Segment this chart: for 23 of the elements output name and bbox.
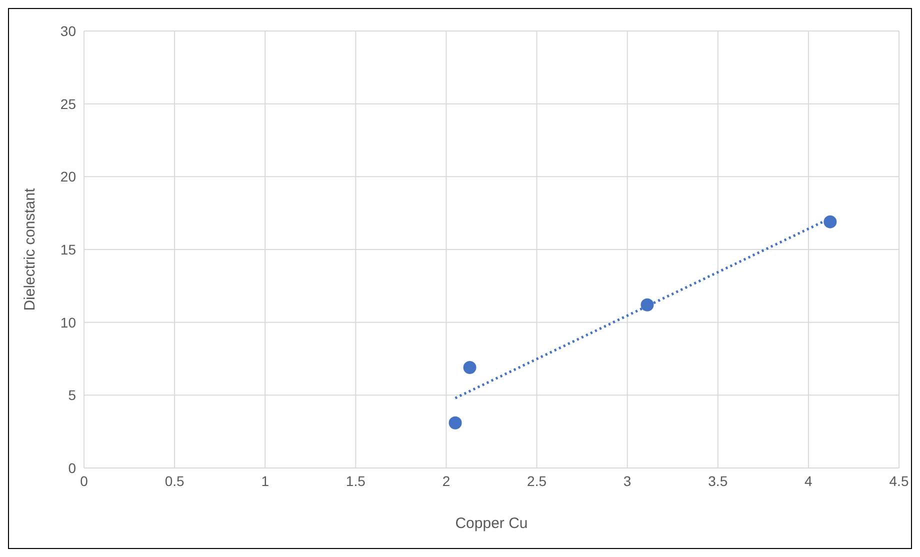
x-tick-label: 3 <box>623 472 632 489</box>
y-axis-title: Dielectric constant <box>21 187 38 311</box>
x-tick-label: 2 <box>442 472 450 489</box>
point <box>640 298 654 312</box>
x-tick-label: 1 <box>261 472 270 489</box>
x-tick-label: 4.5 <box>889 472 909 489</box>
y-tick-label: 25 <box>60 96 76 112</box>
x-tick-label: 4 <box>804 472 813 489</box>
x-tick-label: 3.5 <box>708 472 728 489</box>
x-tick-label: 0.5 <box>164 472 184 489</box>
x-axis-title: Copper Cu <box>455 515 528 532</box>
point <box>463 360 476 374</box>
y-tick-label: 15 <box>60 241 76 258</box>
x-tick-label: 2.5 <box>527 472 547 489</box>
y-tick-label: 10 <box>60 314 76 330</box>
y-tick-label: 20 <box>60 168 76 185</box>
point <box>448 416 462 430</box>
point <box>824 215 837 228</box>
y-tick-label: 30 <box>60 22 76 39</box>
x-tick-label: 1.5 <box>346 472 366 489</box>
y-tick-label: 0 <box>68 460 76 476</box>
x-tick-label: 0 <box>80 472 88 489</box>
y-tick-label: 5 <box>68 387 76 404</box>
